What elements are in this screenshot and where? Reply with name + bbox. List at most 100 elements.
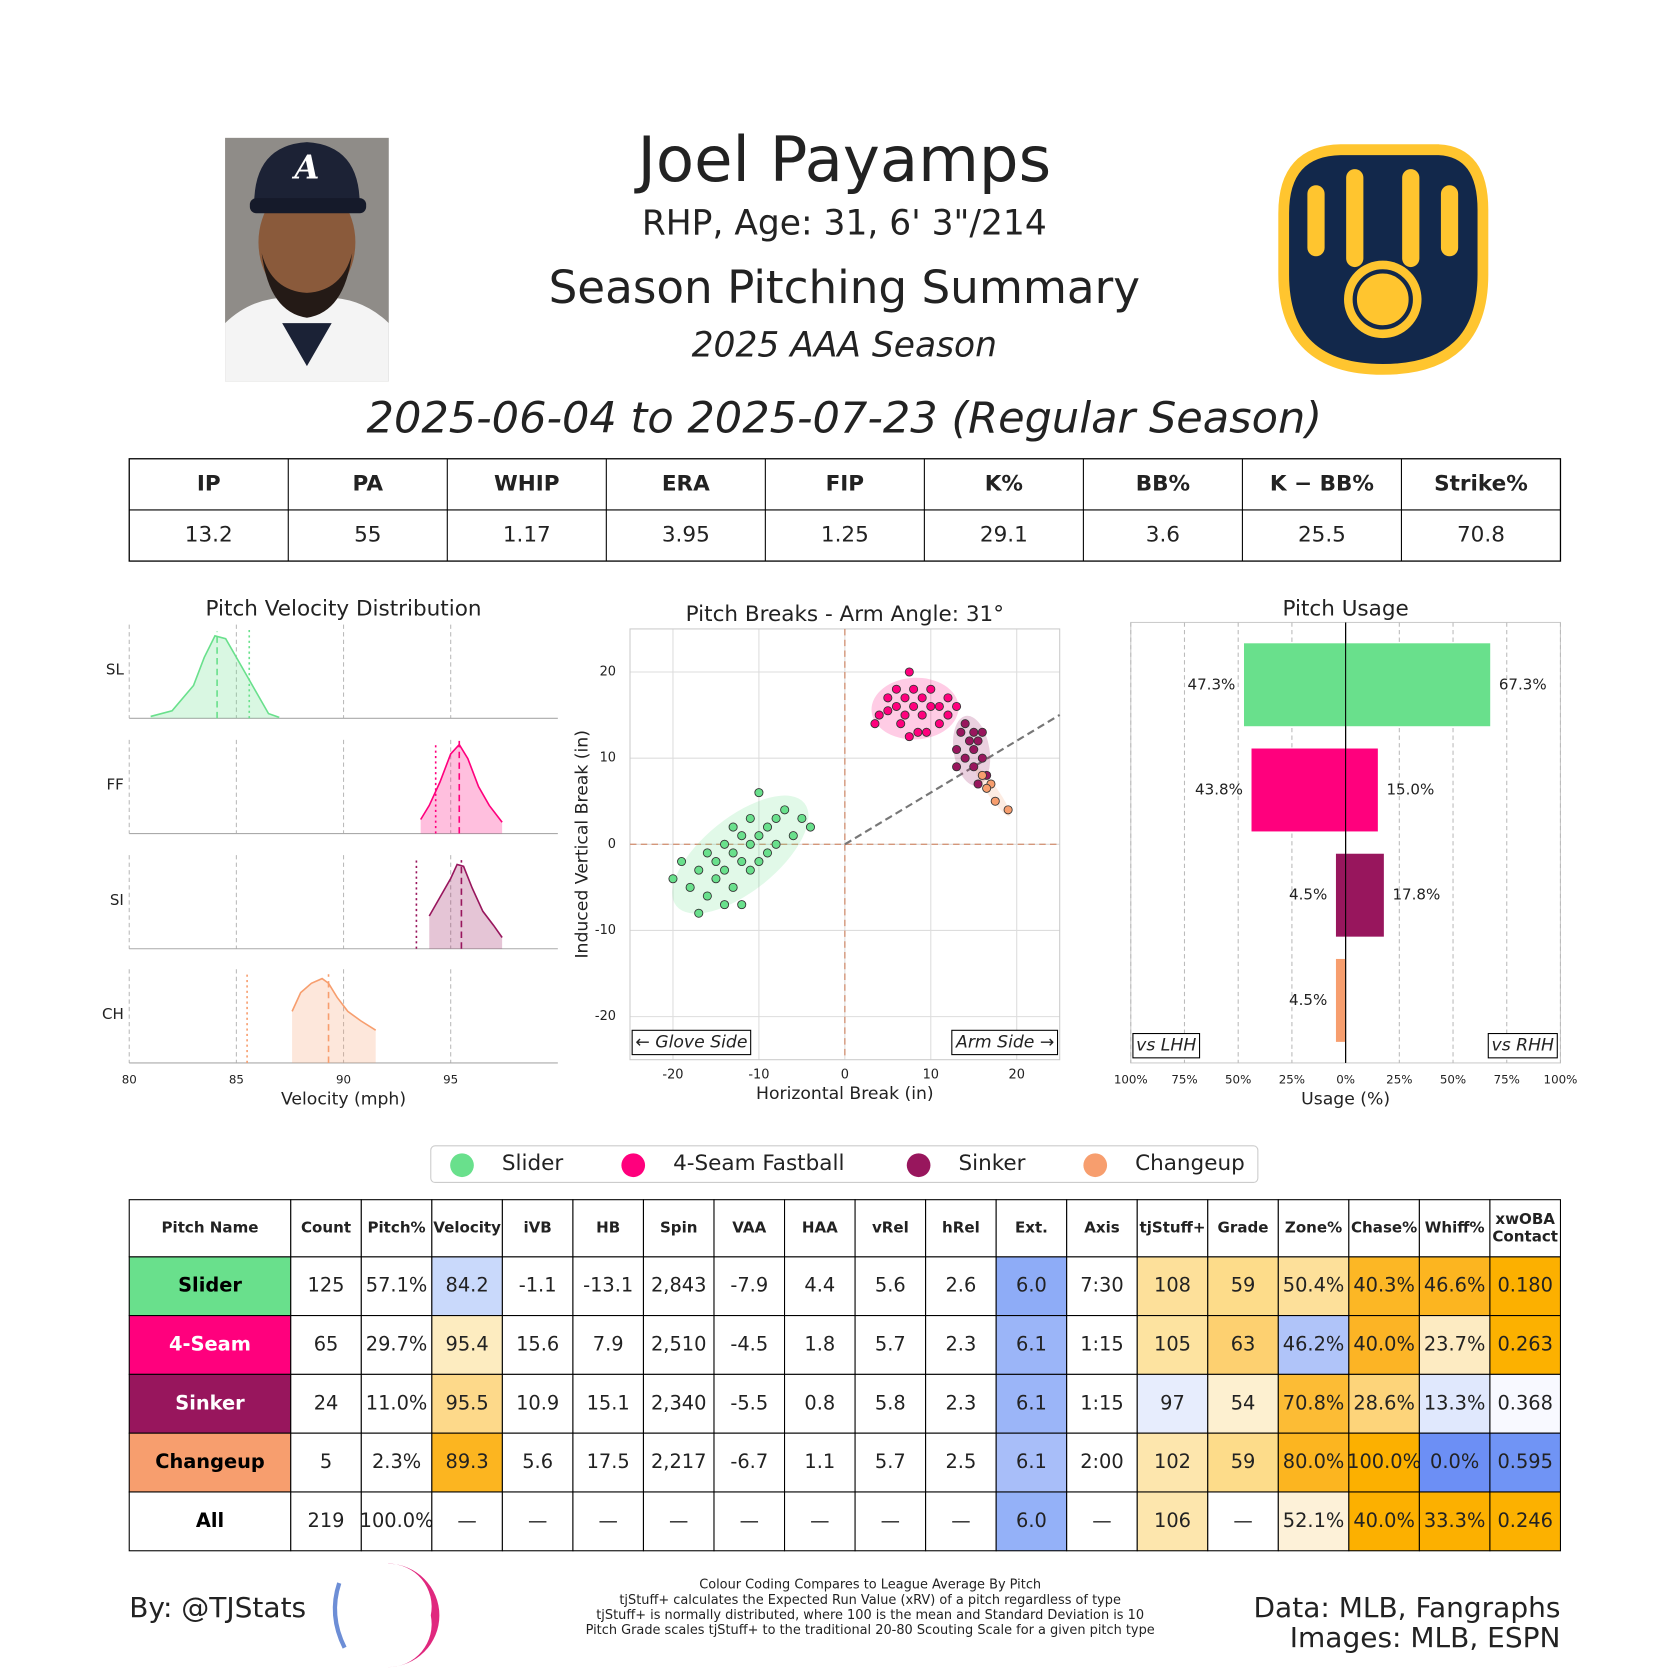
pitch-point (685, 882, 695, 892)
pitch-point (883, 706, 893, 716)
column-header: VAA (732, 1219, 766, 1237)
table-value: — (599, 1509, 618, 1532)
table-value: 33.3% (1424, 1509, 1486, 1532)
density-area (150, 635, 280, 719)
table-value: 1.8 (804, 1332, 835, 1355)
byline: By: @TJStats (129, 1591, 306, 1624)
table-value: 70.8% (1283, 1391, 1345, 1414)
x-tick-label: 90 (336, 1073, 351, 1087)
header-cell (128, 1199, 292, 1258)
table-cell (1136, 1315, 1209, 1375)
usage-bar (1251, 748, 1346, 832)
column-header: HAA (802, 1219, 838, 1237)
pitch-name-cell (128, 1491, 292, 1552)
table-value: 7:30 (1080, 1274, 1124, 1297)
pitch-name: Slider (178, 1274, 242, 1297)
table-cell (1489, 1373, 1561, 1434)
table-value: 100.0% (360, 1509, 434, 1532)
pitch-point (762, 822, 773, 832)
table-value: 6.1 (1016, 1391, 1047, 1414)
table-cell (501, 1373, 574, 1434)
pitch-point (934, 719, 944, 729)
chart-title: Pitch Breaks - Arm Angle: 31° (686, 602, 1004, 627)
header-cell (642, 1199, 715, 1258)
table-value: 46.2% (1283, 1332, 1345, 1355)
table-value: 54 (1231, 1391, 1256, 1414)
table-cell (1418, 1256, 1491, 1317)
team-logo (1278, 144, 1489, 375)
pitch-point (943, 710, 953, 720)
pitch-point (720, 900, 730, 910)
chart-title: Pitch Usage (1282, 597, 1408, 622)
x-tick-label: -10 (748, 1067, 769, 1082)
table-cell (925, 1491, 997, 1552)
table-value: 6.1 (1016, 1450, 1047, 1473)
table-cell (360, 1315, 433, 1375)
x-axis-label: Velocity (mph) (281, 1090, 406, 1110)
table-value: 219 (308, 1509, 345, 1532)
table-cell (501, 1432, 574, 1493)
series-label: vs LHH (1136, 1036, 1196, 1056)
footnote: Colour Coding Compares to League Average… (699, 1578, 1041, 1593)
pitch-name: 4-Seam (169, 1332, 251, 1355)
y-axis-label: Induced Vertical Break (in) (573, 730, 593, 958)
table-value: 15.1 (587, 1391, 630, 1414)
pitch-point (960, 753, 970, 763)
table-value: -1.1 (519, 1274, 557, 1297)
table-cell (995, 1491, 1068, 1552)
tjstats-logo (332, 1563, 445, 1668)
pitch-point (728, 848, 738, 858)
pitch-point (874, 710, 884, 720)
table-value: 105 (1154, 1332, 1191, 1355)
pitch-point (711, 857, 721, 867)
table-value: 2,843 (651, 1274, 706, 1297)
pitch-point (934, 701, 944, 711)
table-value: 17.5 (587, 1450, 630, 1473)
pitch-point (917, 693, 927, 703)
pitch-point (737, 831, 747, 841)
table-cell (642, 1315, 715, 1375)
series-label-box (1487, 1033, 1558, 1059)
table-value: 63 (1231, 1332, 1256, 1355)
table-cell (572, 1256, 644, 1317)
pitch-point (677, 857, 687, 867)
pitch-point (977, 753, 987, 763)
table-cell (360, 1256, 433, 1317)
header-cell (431, 1199, 503, 1258)
pitch-point (977, 727, 987, 737)
header-cell (1277, 1199, 1350, 1258)
pitch-point (883, 693, 893, 703)
table-cell (431, 1373, 503, 1434)
pitch-point (780, 805, 790, 815)
table-cell (854, 1491, 927, 1552)
table-value: 6.1 (1016, 1332, 1047, 1355)
x-tick-label: 0% (1336, 1073, 1355, 1087)
chart-title: Pitch Velocity Distribution (206, 597, 482, 622)
table-cell (854, 1432, 927, 1493)
table-cell (1066, 1315, 1138, 1375)
pitch-point (952, 745, 962, 755)
pitch-point (728, 822, 738, 832)
table-value: 5.6 (522, 1450, 553, 1473)
pitch-point (990, 796, 1000, 806)
arm-angle-line (844, 713, 1061, 846)
pitch-point (754, 857, 764, 867)
table-cell (1207, 1256, 1279, 1317)
legend-marker (1083, 1153, 1108, 1178)
table-cell (431, 1491, 503, 1552)
annotation: Arm Side → (955, 1032, 1054, 1052)
column-header: Velocity (433, 1219, 501, 1237)
stats-value: 1.17 (503, 523, 551, 548)
legend-marker (450, 1153, 474, 1178)
image-source: Images: MLB, ESPN (1290, 1621, 1561, 1654)
table-value: 102 (1154, 1450, 1191, 1473)
table-value: 2.3 (945, 1391, 976, 1414)
x-axis-label: Usage (%) (1301, 1090, 1390, 1110)
stats-header: K% (985, 471, 1023, 496)
density-area (420, 744, 503, 834)
pitch-point (904, 732, 914, 742)
pitch-point (926, 701, 936, 711)
footnote: tjStuff+ is normally distributed, where … (596, 1608, 1144, 1623)
pitch-point (960, 719, 970, 729)
stats-value: 3.95 (662, 523, 710, 548)
